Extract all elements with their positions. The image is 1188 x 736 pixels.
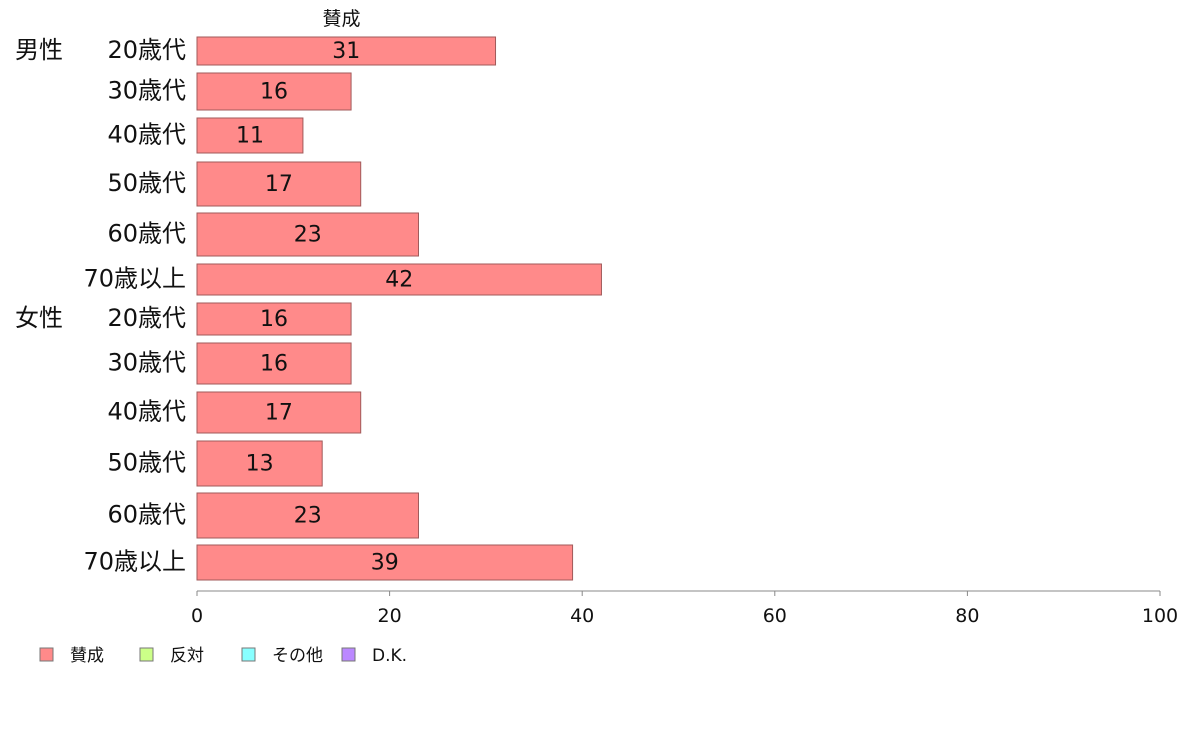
category-label: 30歳代 [107,77,186,105]
bar [196,302,352,336]
bar [196,263,602,296]
data-label: 42 [385,268,413,293]
legend-label: 賛成 [70,646,104,666]
category-label: 70歳以上 [83,548,186,576]
bar [196,117,304,154]
data-label: 31 [332,39,360,64]
data-label: 13 [246,452,274,477]
category-label: 20歳代 [107,304,186,332]
data-label: 17 [265,172,293,197]
x-tick-label: 60 [763,605,787,627]
bar [196,544,574,581]
data-label: 16 [260,80,288,105]
x-tick-label: 80 [955,605,979,627]
bar [196,161,362,207]
category-label: 40歳代 [107,121,186,149]
category-label: 50歳代 [107,449,186,477]
category-label: 60歳代 [107,220,186,248]
category-label: 30歳代 [107,349,186,377]
legend-swatch [341,647,356,662]
data-label: 16 [260,307,288,332]
bar [196,36,497,66]
legend-label: D.K. [372,646,407,666]
bar [196,342,352,385]
data-label: 23 [294,223,322,248]
data-label: 23 [294,504,322,529]
x-tick-label: 20 [378,605,402,627]
bar [196,72,352,111]
bar [196,492,419,539]
data-label: 39 [371,551,399,576]
data-label: 17 [265,401,293,426]
legend-label: その他 [272,646,323,666]
legend-swatch [139,647,154,662]
legend-label: 反対 [170,646,204,666]
bar [196,212,419,257]
category-label: 40歳代 [107,398,186,426]
group-label: 女性 [15,304,63,332]
category-label: 20歳代 [107,36,186,64]
legend-swatch [39,647,54,662]
category-label: 60歳代 [107,501,186,529]
data-label: 11 [236,124,264,149]
bar [196,440,323,487]
column-header: 賛成 [322,8,360,30]
bar [196,391,362,434]
category-label: 50歳代 [107,169,186,197]
category-label: 70歳以上 [83,265,186,293]
x-tick-label: 40 [570,605,594,627]
x-tick-label: 0 [191,605,203,627]
x-tick-label: 100 [1142,605,1178,627]
legend-swatch [241,647,256,662]
data-label: 16 [260,352,288,377]
group-label: 男性 [15,36,63,64]
